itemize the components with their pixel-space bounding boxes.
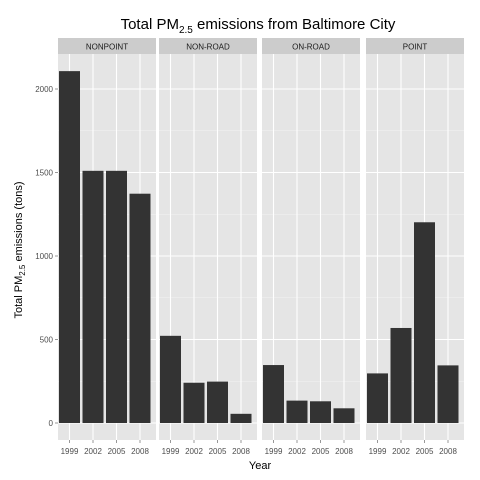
x-tick-label: 1999 <box>265 447 283 456</box>
bar-nonpoint-2008 <box>129 193 151 423</box>
facet-strip-label: NONPOINT <box>86 43 128 52</box>
x-tick-label: 2002 <box>288 447 306 456</box>
x-tick-label: 2005 <box>312 447 330 456</box>
facet-panel-on-road: ON-ROAD 1999 2002 2005 2008 <box>262 38 360 456</box>
x-axis-title: Year <box>249 460 272 472</box>
bar-point-1999 <box>367 373 388 423</box>
y-tick-label: 1500 <box>35 169 53 178</box>
x-tick-label: 2008 <box>335 447 353 456</box>
y-tick-label: 1000 <box>35 252 53 261</box>
facet-strip-label: POINT <box>403 43 428 52</box>
bar-non-road-2002 <box>183 382 205 423</box>
x-tick-label: 2008 <box>232 447 250 456</box>
facet-strip <box>159 38 257 54</box>
x-tick-label: 2002 <box>185 447 203 456</box>
bar-point-2005 <box>414 222 435 423</box>
facet-strip <box>58 38 156 54</box>
x-tick-label: 2005 <box>416 447 434 456</box>
y-axis: 0 500 1000 1500 2000 <box>35 85 58 428</box>
bar-point-2008 <box>437 365 459 423</box>
facet-panel-nonpoint: NONPOINT 1999 2002 2005 2008 <box>58 38 156 456</box>
facet-panels: NONPOINT 1999 2002 2005 2008 NON-ROAD 1999 2002… <box>58 38 464 456</box>
x-tick-label: 1999 <box>162 447 180 456</box>
bar-nonpoint-2002 <box>82 170 104 423</box>
x-tick-label: 2008 <box>131 447 149 456</box>
facet-strip-label: ON-ROAD <box>292 43 330 52</box>
x-tick-label: 2002 <box>392 447 410 456</box>
bar-non-road-1999 <box>160 335 181 423</box>
bar-on-road-2008 <box>333 408 355 423</box>
bar-non-road-2005 <box>207 381 228 423</box>
facet-strip <box>366 38 464 54</box>
facet-strip <box>262 38 360 54</box>
facet-panel-point: POINT 1999 2002 2005 2008 <box>366 38 464 456</box>
bar-on-road-1999 <box>263 365 284 423</box>
bar-non-road-2008 <box>230 413 252 423</box>
x-tick-label: 2002 <box>84 447 102 456</box>
y-tick-label: 500 <box>40 336 54 345</box>
x-tick-label: 1999 <box>369 447 387 456</box>
x-tick-label: 2008 <box>439 447 457 456</box>
y-tick-label: 2000 <box>35 85 53 94</box>
bar-on-road-2005 <box>310 401 331 423</box>
bar-nonpoint-2005 <box>106 170 127 423</box>
bar-on-road-2002 <box>286 400 308 423</box>
facet-strip-label: NON-ROAD <box>186 43 230 52</box>
facet-panel-non-road: NON-ROAD 1999 2002 2005 2008 <box>159 38 257 456</box>
x-tick-label: 1999 <box>61 447 79 456</box>
chart-title: Total PM2.5 emissions from Baltimore Cit… <box>121 16 396 36</box>
bar-point-2002 <box>390 327 412 423</box>
y-tick-label: 0 <box>49 419 54 428</box>
bar-nonpoint-1999 <box>59 71 80 424</box>
x-tick-label: 2005 <box>108 447 126 456</box>
y-axis-title: Total PM2.5 emissions (tons) <box>13 181 27 318</box>
x-tick-label: 2005 <box>209 447 227 456</box>
